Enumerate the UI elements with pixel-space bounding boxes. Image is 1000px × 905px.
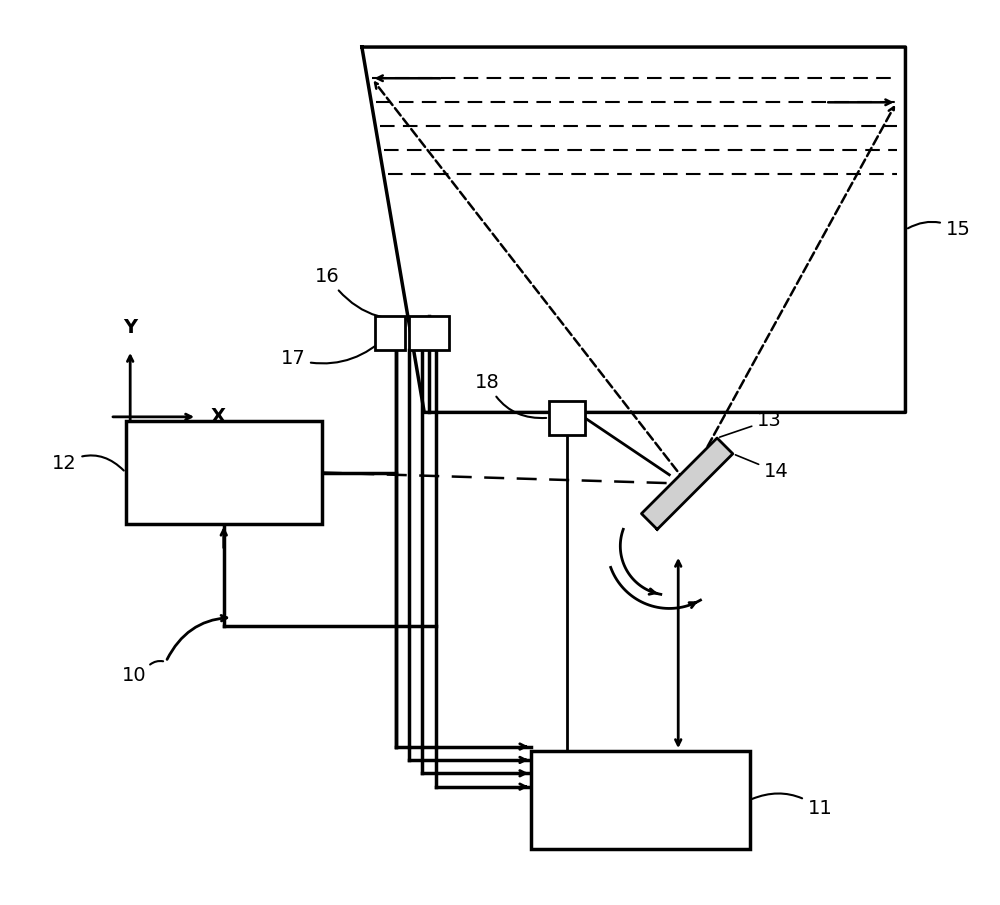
Bar — [531, 751, 750, 849]
Text: 15: 15 — [908, 220, 970, 239]
Text: Y: Y — [123, 318, 137, 337]
Text: 11: 11 — [752, 794, 832, 818]
Text: 18: 18 — [475, 373, 546, 418]
Text: 10: 10 — [122, 666, 147, 685]
Text: 16: 16 — [315, 267, 426, 319]
Text: 13: 13 — [720, 411, 782, 437]
Bar — [126, 422, 322, 524]
Text: 12: 12 — [52, 454, 124, 473]
Bar — [375, 316, 405, 350]
Bar — [409, 316, 449, 350]
Text: X: X — [210, 407, 225, 426]
Text: 14: 14 — [735, 455, 789, 481]
Polygon shape — [641, 438, 733, 529]
Text: 17: 17 — [281, 335, 388, 368]
Bar — [549, 401, 585, 434]
